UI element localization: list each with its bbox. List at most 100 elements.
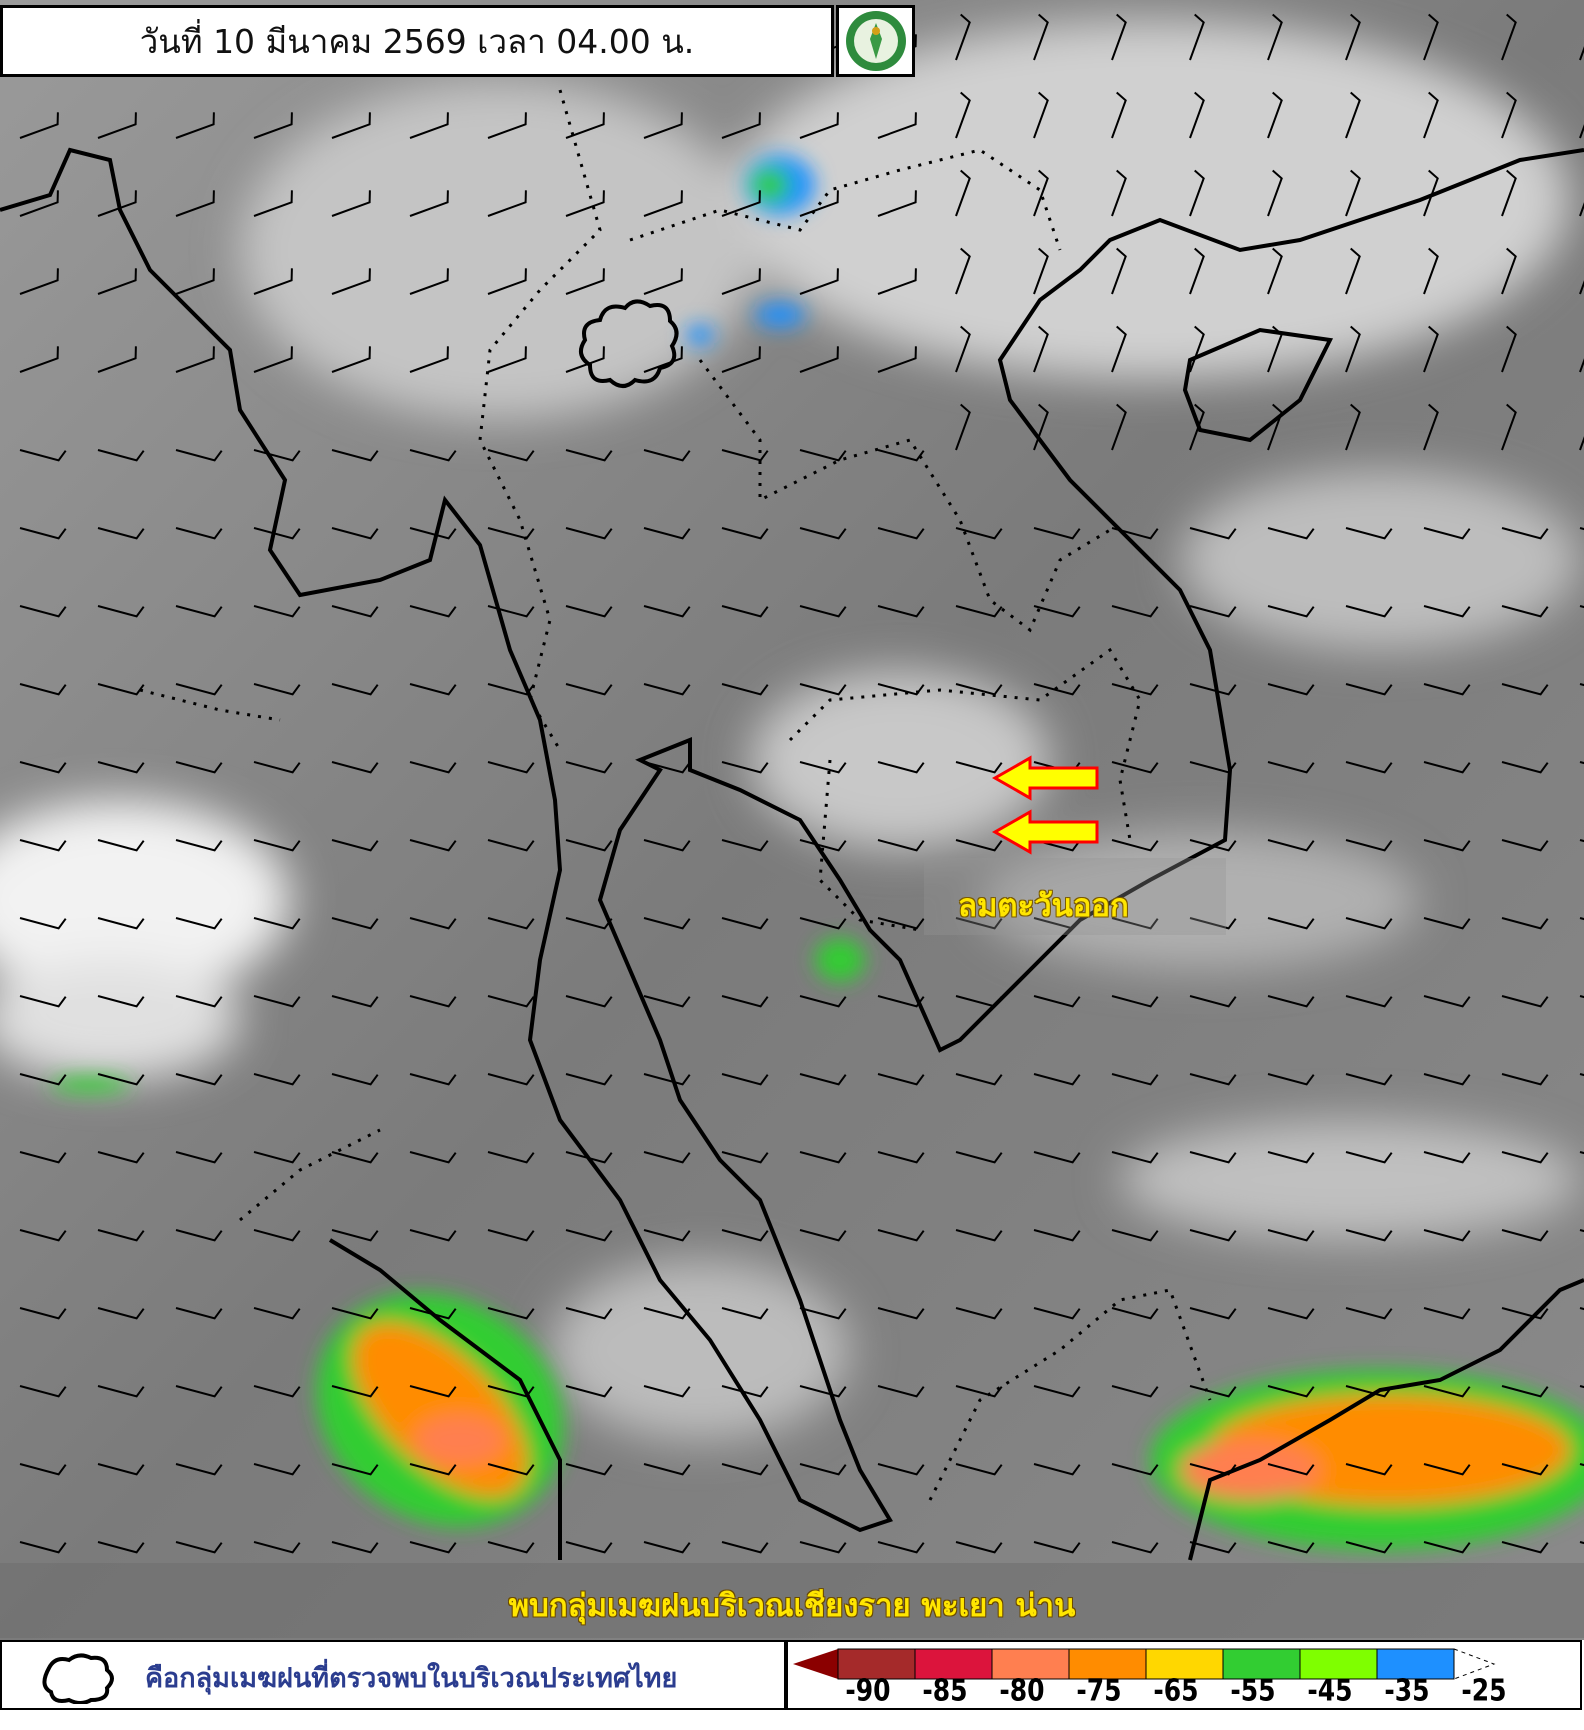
wind-barb [1267, 1151, 1315, 1164]
wind-barb [1501, 169, 1517, 217]
wind-barb [487, 449, 535, 462]
wind-barb [253, 268, 293, 295]
wind-barb [487, 1229, 535, 1242]
wind-barb [643, 449, 691, 462]
wind-barb [253, 1073, 301, 1086]
wind-barb [877, 449, 925, 462]
wind-barb [955, 761, 1003, 774]
wind-barb [565, 995, 613, 1008]
wind-barb [331, 761, 379, 774]
wind-barb [955, 683, 1003, 696]
map-title: วันที่ 10 มีนาคม 2569 เวลา 04.00 น. [0, 5, 834, 77]
wind-barb [955, 605, 1003, 618]
wind-barb [487, 346, 527, 373]
wind-barb [1033, 169, 1049, 217]
wind-barb [721, 1463, 769, 1476]
wind-barb [1267, 169, 1283, 217]
wind-barb [1423, 247, 1439, 295]
wind-barb [721, 190, 761, 217]
wind-barb [721, 112, 761, 139]
logo-icon [845, 11, 906, 71]
wind-barb [1111, 1307, 1159, 1320]
wind-barb [1501, 1073, 1549, 1086]
wind-barb [643, 112, 683, 139]
wind-barb [19, 917, 67, 930]
wind-barb [1111, 605, 1159, 618]
wind-barb [643, 346, 683, 373]
wind-barb [331, 683, 379, 696]
wind-barb [721, 1385, 769, 1398]
scale-label: -55 [1230, 1673, 1276, 1708]
wind-barb [175, 1073, 223, 1086]
wind-barb [331, 1229, 379, 1242]
wind-barb [1111, 13, 1127, 61]
scale-label: -90 [845, 1673, 891, 1708]
wind-barb [643, 917, 691, 930]
wind-barb [565, 1229, 613, 1242]
wind-barb [409, 268, 449, 295]
wind-barb [1345, 527, 1393, 540]
wind-barb [565, 605, 613, 618]
wind-barb [97, 605, 145, 618]
wind-barb [1423, 13, 1439, 61]
wind-barb [799, 683, 847, 696]
wind-barb [1345, 247, 1361, 295]
wind-barb [409, 1229, 457, 1242]
wind-barb [955, 527, 1003, 540]
wind-barb [253, 761, 301, 774]
wind-barb [877, 917, 925, 930]
wind-barb [1345, 13, 1361, 61]
wind-barb [1267, 1385, 1315, 1398]
wind-barb [643, 995, 691, 1008]
wind-barb [721, 268, 761, 295]
wind-barb [1423, 1073, 1471, 1086]
wind-barb [19, 527, 67, 540]
wind-barb [253, 1307, 301, 1320]
wind-barb [721, 449, 769, 462]
wind-barb [565, 761, 613, 774]
wind-arrow-icon [991, 755, 1099, 801]
coastlines [0, 147, 1584, 1561]
wind-barb [721, 683, 769, 696]
wind-barb [1345, 1307, 1393, 1320]
wind-barb [1267, 605, 1315, 618]
wind-barb [487, 1307, 535, 1320]
scale-label: -45 [1307, 1673, 1353, 1708]
wind-barb [799, 917, 847, 930]
wind-barb [1267, 761, 1315, 774]
wind-barb [253, 346, 293, 373]
wind-barb [409, 917, 457, 930]
wind-barb [331, 1307, 379, 1320]
wind-barb [331, 1073, 379, 1086]
scale-swatch [991, 1648, 1070, 1680]
scale-label: -80 [999, 1673, 1045, 1708]
wind-barb [1501, 13, 1517, 61]
wind-barb [877, 683, 925, 696]
wind-barb [97, 1307, 145, 1320]
wind-barb [1111, 1385, 1159, 1398]
wind-barb [1189, 917, 1237, 930]
wind-barb [1423, 1229, 1471, 1242]
wind-barb [799, 1307, 847, 1320]
wind-barb [721, 917, 769, 930]
wind-barb [955, 13, 971, 61]
wind-direction-label: ลมตะวันออก [958, 888, 1129, 924]
wind-barb [97, 346, 137, 373]
wind-barb [1189, 1073, 1237, 1086]
wind-barb [1189, 1151, 1237, 1164]
wind-barb [1111, 1151, 1159, 1164]
wind-barb [1501, 995, 1549, 1008]
wind-barb [643, 1151, 691, 1164]
wind-barb [409, 527, 457, 540]
wind-barb [1423, 1307, 1471, 1320]
wind-barb [1189, 169, 1205, 217]
wind-barb [19, 761, 67, 774]
wind-barb [19, 112, 59, 139]
wind-barb [487, 761, 535, 774]
wind-barb [19, 839, 67, 852]
wind-barb [253, 449, 301, 462]
wind-barb [1501, 917, 1549, 930]
wind-barb [409, 761, 457, 774]
wind-barb [1345, 683, 1393, 696]
wind-barb [565, 1307, 613, 1320]
